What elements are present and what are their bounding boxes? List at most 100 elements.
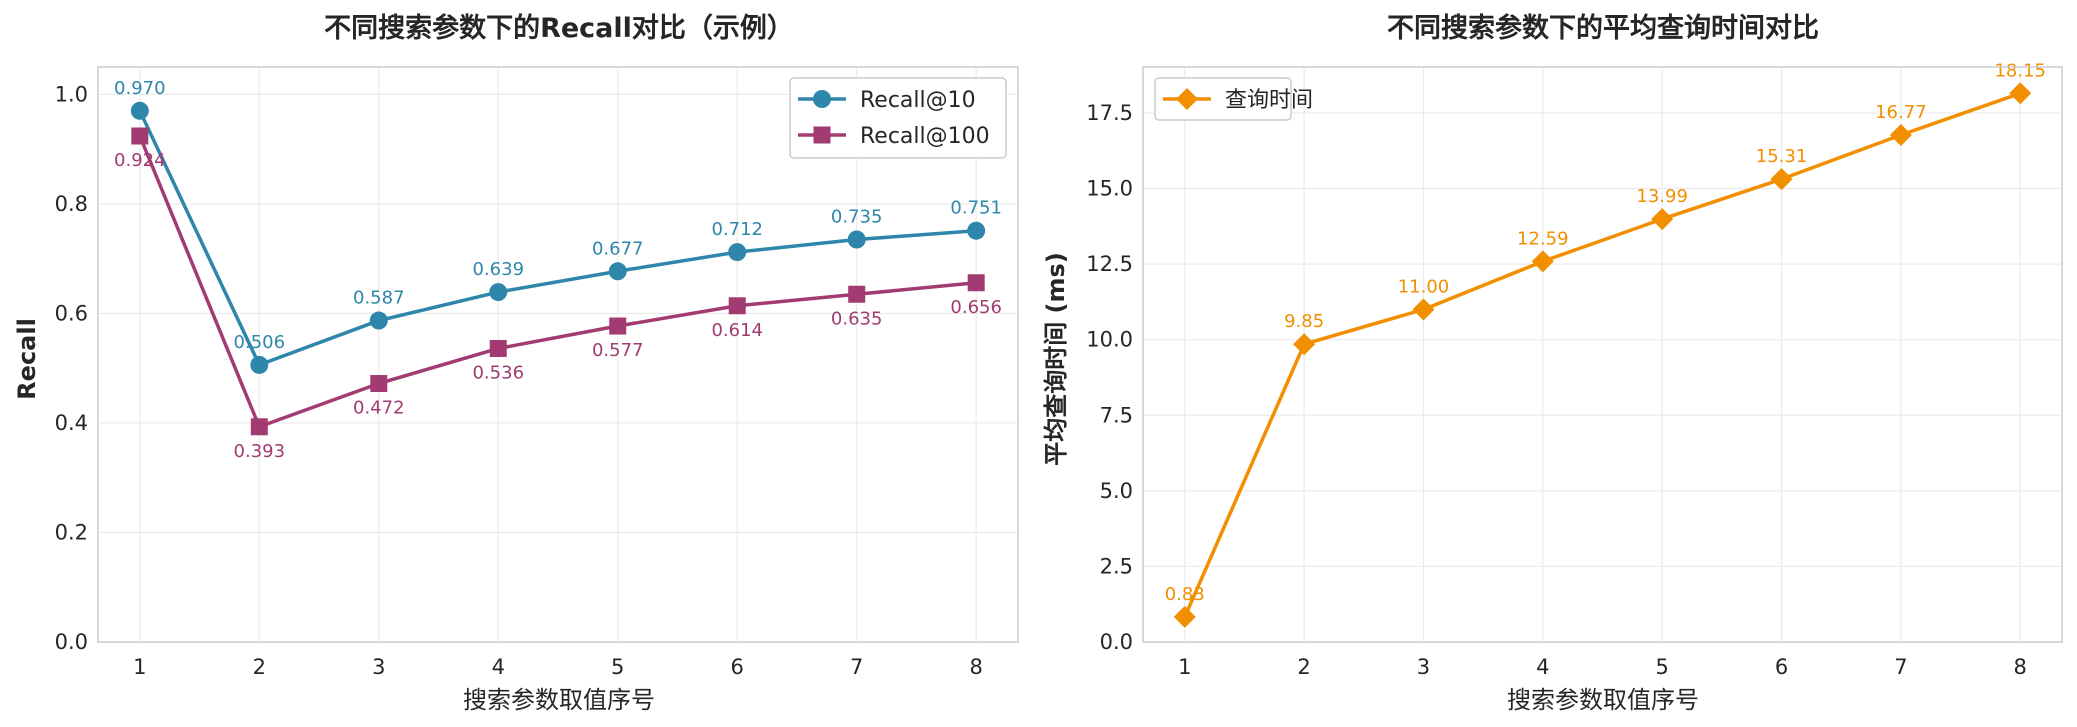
data-point [609, 317, 627, 335]
data-point [1173, 605, 1196, 628]
data-label: 13.99 [1636, 186, 1688, 207]
data-label: 0.577 [592, 340, 644, 361]
x-tick-label: 3 [372, 655, 385, 679]
data-label: 0.677 [592, 238, 644, 259]
data-label: 11.00 [1398, 276, 1450, 297]
y-tick-label: 1.0 [55, 82, 88, 106]
x-tick-label: 2 [1297, 655, 1310, 679]
legend-marker [1176, 88, 1198, 110]
data-point [2009, 82, 2032, 105]
query-time-chart-frame [1142, 66, 2063, 643]
recall-chart-title: 不同搜索参数下的Recall对比（示例） [324, 12, 794, 44]
y-tick-label: 0.4 [55, 411, 88, 435]
recall-chart-legend: Recall@10 Recall@100 [789, 77, 1007, 159]
data-label: 12.59 [1517, 228, 1569, 249]
data-label: 0.472 [353, 398, 405, 419]
data-label: 0.924 [114, 150, 166, 171]
x-tick-label: 1 [133, 655, 146, 679]
data-label: 0.635 [831, 308, 883, 329]
data-point [1770, 168, 1793, 191]
x-tick-label: 5 [611, 655, 624, 679]
x-tick-label: 5 [1655, 655, 1668, 679]
data-label: 16.77 [1875, 102, 1927, 123]
data-label: 0.751 [950, 198, 1002, 219]
data-label: 0.639 [472, 259, 524, 280]
series-line [1183, 91, 2021, 618]
y-tick-label: 0.2 [55, 520, 88, 544]
x-tick-label: 4 [1536, 655, 1549, 679]
y-tick-label: 0.0 [55, 630, 88, 654]
data-label: 0.393 [234, 441, 286, 462]
x-tick-label: 6 [731, 655, 744, 679]
x-tick-label: 8 [2014, 655, 2027, 679]
legend-box [1154, 77, 1292, 121]
y-tick-label: 2.5 [1100, 554, 1133, 578]
recall-chart: 不同搜索参数下的Recall对比（示例） 搜索参数取值序号 Recall 1 2 3… [13, 12, 1019, 714]
recall-chart-frame [97, 66, 1019, 643]
data-point [1531, 250, 1554, 273]
legend-label: Recall@100 [860, 124, 990, 149]
recall-chart-ticks: 1 2 3 4 5 6 7 8 0.0 0.2 0.4 0.6 0.8 1.0 [55, 82, 983, 679]
x-tick-label: 7 [850, 655, 863, 679]
data-point [967, 221, 986, 240]
data-label: 15.31 [1756, 146, 1808, 167]
recall-chart-ylabel: Recall [13, 318, 41, 400]
data-point [131, 127, 149, 145]
query-time-chart-series: 0.83 9.85 11.00 12.59 13.99 15.31 16.77 18.15 [1165, 60, 2046, 628]
data-label: 0.506 [234, 332, 286, 353]
x-tick-label: 6 [1775, 655, 1788, 679]
data-point [848, 285, 866, 303]
y-tick-label: 5.0 [1100, 479, 1133, 503]
data-point [369, 311, 388, 330]
data-label: 0.83 [1165, 584, 1205, 605]
data-point [967, 274, 985, 292]
data-label: 0.735 [831, 207, 883, 228]
data-label: 0.536 [472, 362, 524, 383]
data-label: 0.656 [950, 297, 1002, 318]
query-time-chart-xlabel: 搜索参数取值序号 [1507, 686, 1699, 714]
y-tick-label: 12.5 [1086, 252, 1133, 276]
x-tick-label: 2 [253, 655, 266, 679]
data-point [250, 418, 268, 436]
data-point [130, 101, 149, 120]
data-point [728, 297, 746, 315]
series-line [138, 135, 977, 429]
query-time-chart-ticks: 1 2 3 4 5 6 7 8 0.0 2.5 5.0 7.5 10.0 12.5 15.0 17.5 [1086, 101, 2027, 679]
y-tick-label: 15.0 [1086, 177, 1133, 201]
query-time-chart-title: 不同搜索参数下的平均查询时间对比 [1387, 12, 1819, 44]
data-label: 0.970 [114, 78, 166, 99]
y-tick-label: 10.0 [1086, 328, 1133, 352]
y-tick-label: 0.6 [55, 301, 88, 325]
x-tick-label: 7 [1894, 655, 1907, 679]
legend-label: 查询时间 [1225, 88, 1313, 113]
data-label: 0.614 [711, 320, 763, 341]
recall-chart-series: 0.970 0.506 0.587 0.639 0.677 0.712 0.735 0.751… [114, 78, 1002, 462]
y-tick-label: 0.8 [55, 192, 88, 216]
data-point [728, 243, 747, 262]
data-label: 0.712 [711, 219, 763, 240]
x-tick-label: 1 [1178, 655, 1191, 679]
query-time-chart-ylabel: 平均查询时间 (ms) [1042, 252, 1070, 466]
recall-chart-xlabel: 搜索参数取值序号 [463, 686, 655, 714]
legend-label: Recall@10 [860, 88, 976, 113]
y-tick-label: 17.5 [1086, 101, 1133, 125]
y-tick-label: 0.0 [1100, 630, 1133, 654]
data-point [1889, 124, 1912, 147]
data-point [1412, 298, 1435, 321]
y-tick-label: 7.5 [1100, 403, 1133, 427]
legend-marker [813, 126, 831, 144]
data-point [489, 339, 507, 357]
data-label: 9.85 [1284, 311, 1324, 332]
data-point [847, 230, 866, 249]
data-point [1293, 333, 1316, 356]
data-point [250, 355, 269, 374]
legend-marker [813, 90, 831, 108]
data-point [370, 375, 388, 393]
x-tick-label: 3 [1417, 655, 1430, 679]
data-label: 0.587 [353, 288, 405, 309]
query-time-chart-legend: 查询时间 [1154, 77, 1313, 121]
data-point [1651, 208, 1674, 231]
x-tick-label: 8 [969, 655, 982, 679]
